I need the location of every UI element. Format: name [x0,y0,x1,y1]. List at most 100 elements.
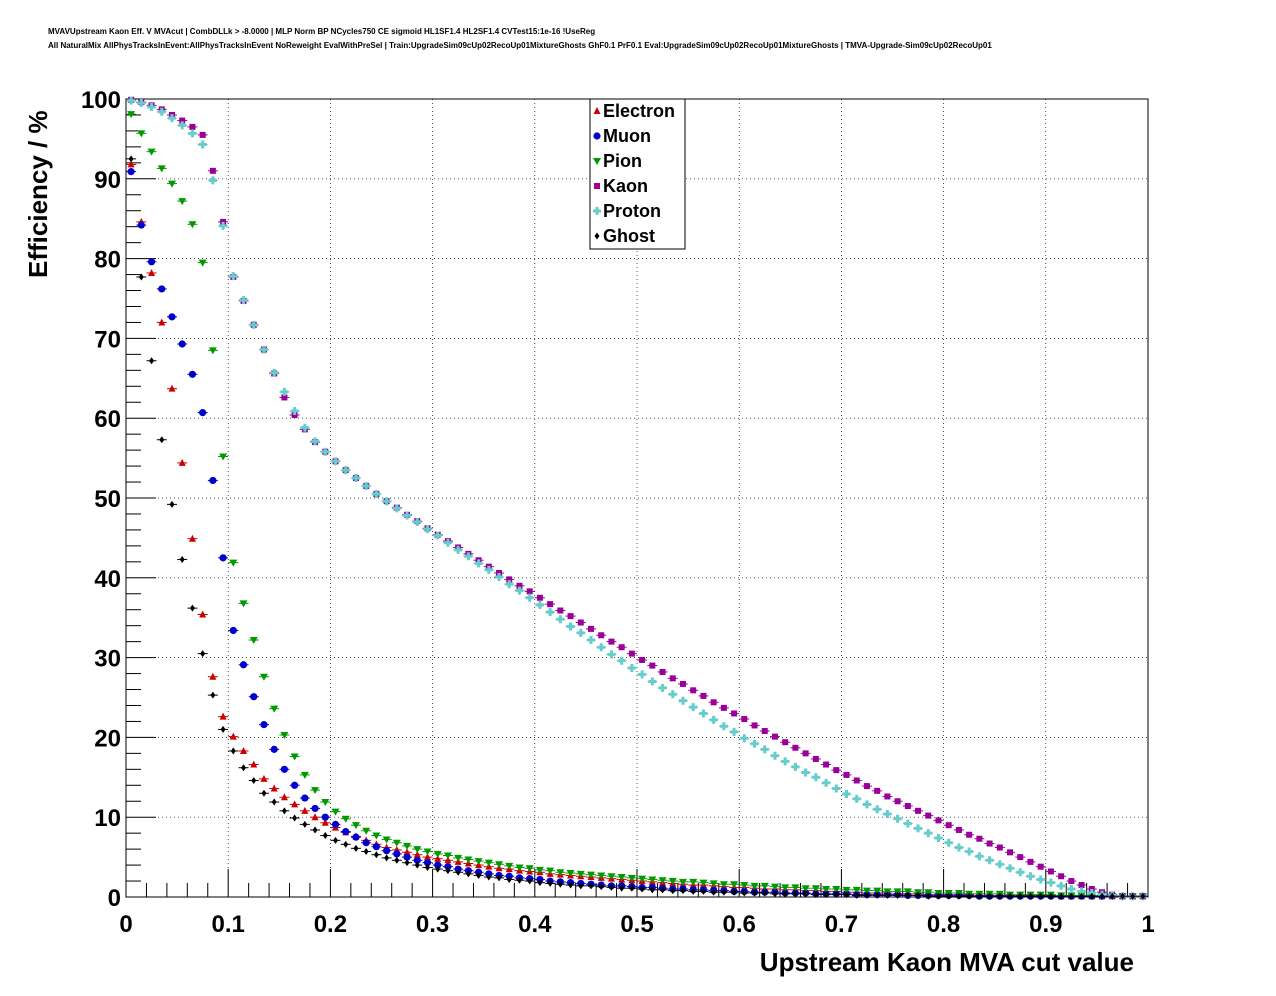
data-point-muon [137,221,145,229]
data-point-muon [362,839,370,847]
data-point-pion [219,453,228,461]
data-point-electron [311,813,319,821]
data-point-kaon [986,840,993,847]
data-point-ghost [782,890,788,898]
y-tick-label: 20 [94,725,121,752]
data-point-proton [505,580,514,589]
x-tick-label: 0.7 [825,911,858,938]
data-point-pion [842,886,851,894]
data-point-muon [127,168,135,176]
data-point-proton [822,778,831,787]
data-point-ghost [833,891,839,899]
data-point-pion [781,884,790,892]
data-point-ghost [946,892,952,900]
data-point-proton [341,466,350,475]
data-point-muon [383,847,391,855]
x-tick-label: 0.5 [620,911,653,938]
data-point-kaon [1017,854,1024,861]
data-point-ghost [394,856,400,864]
data-point-ghost [465,870,471,878]
data-point-ghost [373,851,379,859]
data-point-proton [178,121,187,130]
data-point-ghost [455,868,461,876]
data-point-electron [291,800,299,808]
data-point-proton [760,745,769,754]
data-point-proton [127,96,136,105]
data-point-ghost [138,273,144,281]
data-point-ghost [435,865,441,873]
data-point-pion [709,880,718,888]
data-point-proton [668,690,677,699]
data-point-proton [464,552,473,561]
data-point-pion [198,259,207,267]
data-point-pion [811,885,820,893]
data-point-kaon [209,167,216,174]
data-point-ghost [1140,892,1146,900]
data-point-muon [311,804,319,813]
data-point-kaon [955,826,962,833]
data-point-ghost [976,892,982,900]
y-tick-label: 0 [108,885,121,912]
data-point-pion [873,887,882,895]
data-point-kaon [557,607,564,614]
data-point-proton [474,559,483,568]
data-point-ghost [149,357,155,365]
series-proton [126,96,1148,901]
data-point-kaon [966,831,973,838]
data-point-ghost [1130,892,1136,900]
data-point-ghost [384,854,390,862]
data-point-ghost [312,826,318,834]
data-point-ghost [844,891,850,899]
data-point-pion [515,864,524,872]
data-point-pion [127,111,136,119]
data-point-muon [199,409,207,417]
data-point-ghost [1109,892,1115,900]
data-point-ghost [241,764,247,772]
data-point-proton [280,387,289,396]
data-point-ghost [179,555,185,563]
x-tick-label: 0.1 [212,911,245,938]
data-point-pion [137,130,146,138]
data-point-proton [208,176,217,185]
data-point-kaon [976,835,983,842]
data-point-muon [423,859,432,867]
data-point-kaon [925,812,932,819]
data-point-pion [321,799,330,807]
data-point-ghost [189,604,195,612]
data-point-proton [852,794,861,803]
data-point-ghost [608,883,614,891]
data-point-proton [709,715,718,724]
data-point-ghost [895,891,901,899]
data-point-pion [566,870,575,878]
data-point-proton [239,296,248,305]
data-point-pion [341,815,350,823]
data-point-ghost [670,887,676,895]
data-point-ghost [1017,892,1023,900]
data-point-electron [434,854,442,862]
data-point-pion [750,882,759,890]
data-point-electron [188,534,196,542]
data-point-kaon [506,576,513,583]
data-point-kaon [659,668,666,675]
data-point-electron [240,746,248,754]
data-point-pion [627,874,636,882]
data-point-proton [403,511,412,520]
data-point-kaon [598,632,605,639]
data-point-kaon [588,625,595,632]
data-point-proton [300,423,309,432]
data-point-pion [157,165,166,173]
data-point-kaon [547,601,554,608]
data-point-ghost [997,892,1003,900]
data-point-muon [168,313,176,321]
data-point-muon [209,476,217,485]
title-line-1: MVAVUpstream Kaon Eff. V MVAcut | CombDL… [48,27,596,36]
data-point-pion [791,884,800,892]
data-point-pion [443,852,452,860]
data-point-proton [1046,878,1055,887]
data-point-proton [249,320,258,329]
data-point-proton [1077,887,1086,896]
data-point-proton [873,805,882,814]
data-point-ghost [660,886,666,894]
data-point-proton [914,824,923,833]
data-point-muon [352,833,360,841]
